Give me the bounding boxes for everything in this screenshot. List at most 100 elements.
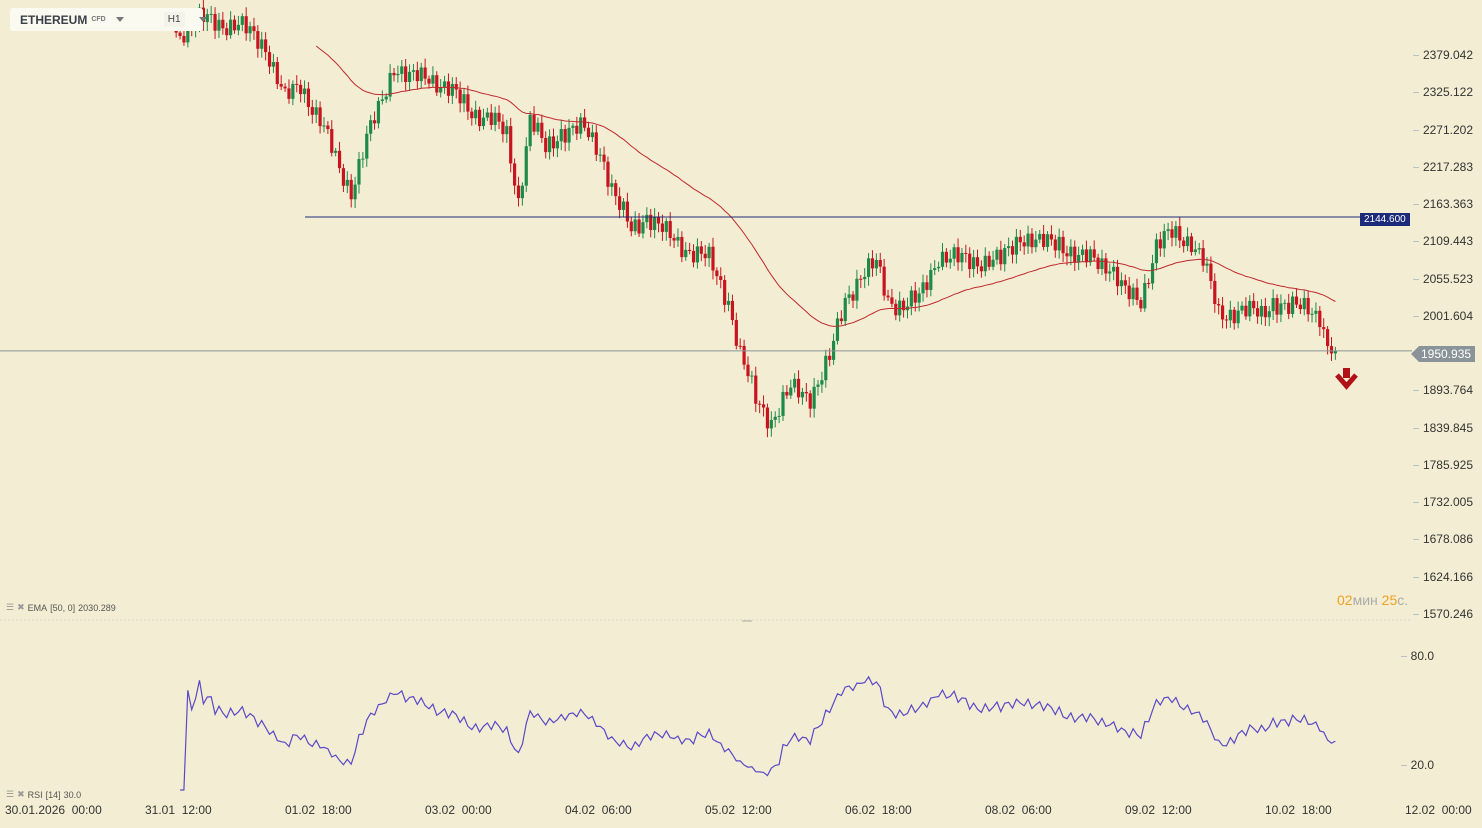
candle-body [481, 117, 486, 127]
candle-body [509, 126, 513, 164]
candle [649, 208, 653, 238]
candle-body [1026, 233, 1030, 247]
candle-body [1069, 246, 1073, 257]
price-tick: 1785.925 [1412, 457, 1473, 472]
candle [579, 112, 583, 139]
candle [664, 218, 668, 241]
candle-body [602, 154, 606, 162]
candle-body [264, 39, 268, 53]
candle-body [1287, 302, 1291, 314]
candle-body [1220, 305, 1225, 320]
candle-body [878, 259, 882, 267]
chevron-down-icon[interactable] [198, 17, 207, 22]
candle-body [1139, 299, 1143, 309]
candle [1038, 230, 1042, 244]
candle-body [684, 249, 688, 258]
settings-icon[interactable]: ☰ [6, 789, 15, 799]
candle-body [583, 117, 587, 128]
candle [586, 121, 591, 141]
candle [629, 216, 633, 237]
chevron-down-icon[interactable] [115, 17, 124, 22]
candle [1092, 240, 1096, 262]
candle-body [361, 158, 365, 160]
candle [271, 53, 276, 73]
rsi-label: RSI [27, 789, 43, 800]
candle [831, 333, 836, 365]
candle-body [769, 419, 773, 429]
candle-body [816, 384, 820, 387]
candle-body [392, 72, 396, 76]
candle [563, 124, 567, 152]
candle-body [384, 96, 388, 100]
candle-body [182, 35, 186, 43]
price-tick: 2055.523 [1412, 271, 1473, 286]
candle-body [1228, 309, 1232, 321]
time-tick: 10.02 18:00 [1265, 803, 1332, 817]
candle-body [446, 81, 451, 96]
candle [606, 156, 610, 196]
candle [789, 379, 793, 399]
candle-body [322, 125, 326, 127]
time-tick: 03.02 00:00 [425, 803, 492, 817]
candle [306, 82, 311, 117]
candle [820, 371, 824, 393]
candle [1139, 297, 1143, 313]
candle-body [252, 26, 256, 32]
candle-body [1077, 254, 1081, 263]
candle-body [839, 318, 843, 322]
candle [726, 292, 731, 312]
candle-body [575, 125, 579, 134]
candle [1174, 221, 1178, 247]
candle-body [824, 355, 828, 381]
timeframe-selector[interactable]: H1 [163, 12, 185, 27]
candle-body [314, 107, 318, 115]
candle [407, 64, 412, 92]
candle [956, 238, 960, 271]
candle-body [404, 66, 408, 83]
candle-body [474, 109, 478, 119]
candle [987, 251, 991, 271]
ema-value: 2030.289 [78, 602, 116, 613]
close-icon[interactable]: ✖ [17, 789, 25, 799]
candle [411, 64, 416, 81]
candle [575, 116, 579, 141]
symbol-selector[interactable]: ETHEREUM CFD H1 [10, 8, 207, 31]
candle-body [291, 83, 295, 99]
candle-body [287, 88, 291, 99]
candle [1306, 290, 1310, 322]
candle-body [1127, 285, 1131, 300]
settings-icon[interactable]: ☰ [6, 602, 15, 612]
candle-body [1263, 305, 1267, 318]
candle-body [419, 67, 423, 82]
candle-body [431, 75, 435, 84]
candle-body [765, 407, 770, 429]
candle-body [975, 257, 980, 267]
candle-body [859, 278, 863, 280]
candle-body [349, 179, 353, 200]
candle [287, 79, 291, 104]
candle [890, 288, 894, 308]
down-arrow-icon [1335, 368, 1358, 390]
candle [388, 64, 392, 102]
candle-body [571, 125, 575, 128]
candle-body [894, 303, 898, 316]
candle [1104, 252, 1108, 281]
candle [1022, 235, 1026, 255]
candle [470, 107, 474, 126]
candle-countdown: 02мин 25с. [1337, 592, 1408, 608]
candle-body [843, 297, 847, 322]
candle [217, 12, 221, 39]
candle-body [1283, 302, 1287, 304]
candle [213, 7, 217, 39]
candle-body [411, 70, 416, 72]
price-tick: 1624.166 [1412, 569, 1473, 584]
candle [1217, 298, 1221, 315]
close-icon[interactable]: ✖ [17, 602, 25, 612]
candle-body [964, 252, 968, 254]
candle [750, 370, 754, 384]
time-tick: 09.02 12:00 [1125, 803, 1192, 817]
candle [439, 79, 443, 98]
candle [1158, 231, 1162, 257]
candle [1115, 259, 1120, 296]
